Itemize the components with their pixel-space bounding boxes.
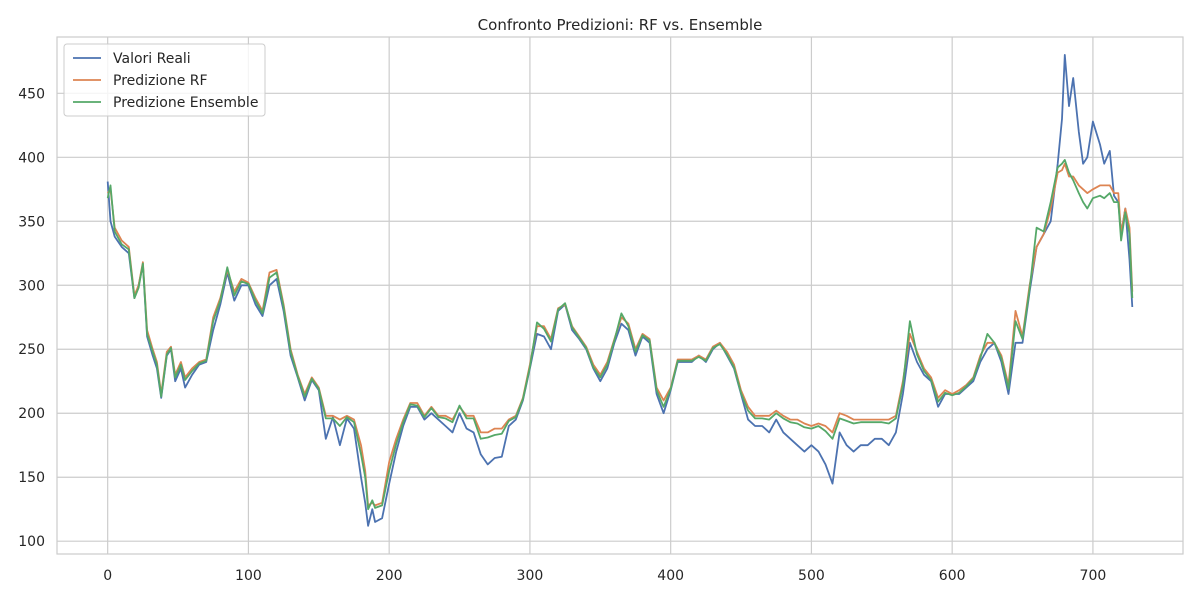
legend-label: Predizione Ensemble [113, 95, 258, 111]
series-line-2 [106, 159, 1134, 511]
series-lines [106, 54, 1134, 527]
x-tick-label: 700 [1080, 568, 1107, 584]
y-tick-label: 400 [18, 150, 45, 166]
legend-label: Valori Reali [113, 51, 191, 67]
y-tick-label: 100 [18, 534, 45, 550]
legend-label: Predizione RF [113, 73, 208, 89]
x-tick-label: 0 [103, 568, 112, 584]
legend: Valori Reali Predizione RF Predizione Ense… [63, 43, 266, 117]
x-tick-label: 400 [657, 568, 684, 584]
grid [57, 37, 1183, 554]
y-tick-label: 200 [18, 406, 45, 422]
x-tick-label: 300 [517, 568, 544, 584]
y-tick-label: 450 [18, 86, 45, 102]
x-tick-label: 100 [235, 568, 262, 584]
y-tick-label: 250 [18, 342, 45, 358]
y-tick-label: 300 [18, 278, 45, 294]
series-line-0 [106, 54, 1134, 527]
plot-area-frame [56, 36, 1184, 555]
x-tick-label: 200 [376, 568, 403, 584]
legend-box [63, 43, 266, 117]
x-tick-label: 600 [939, 568, 966, 584]
chart-title: Confronto Predizioni: RF vs. Ensemble [478, 16, 763, 34]
y-tick-label: 350 [18, 214, 45, 230]
tick-labels: 0 100 200 300 400 500 600 700 100 150 200 250 300 350… [18, 86, 1106, 584]
y-tick-label: 150 [18, 470, 45, 486]
series-line-1 [106, 162, 1134, 507]
x-tick-label: 500 [798, 568, 825, 584]
